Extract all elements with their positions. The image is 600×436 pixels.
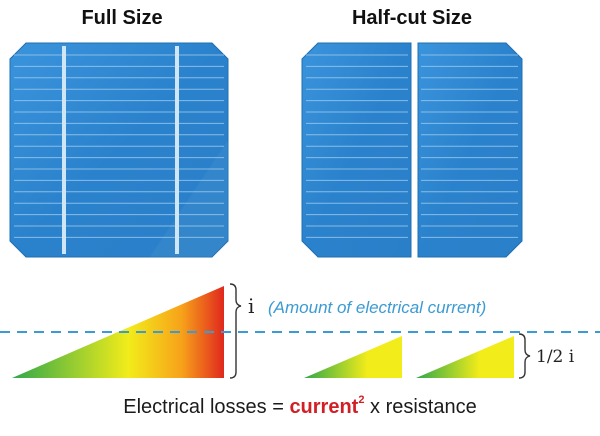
full-current-triangle	[12, 286, 224, 378]
half-current-triangle-left	[304, 336, 402, 378]
full-size-title: Full Size	[81, 7, 162, 29]
formula-prefix: Electrical losses =	[123, 396, 290, 418]
busbar-right	[175, 46, 179, 254]
current-brace	[229, 283, 242, 379]
current-i-label: i	[248, 294, 254, 318]
half-cut-size-title: Half-cut Size	[352, 7, 472, 29]
half-current-brace	[518, 333, 531, 379]
formula-exponent: 2	[358, 394, 365, 407]
half-current-triangle-right	[416, 336, 514, 378]
half-cut-cell-left	[301, 42, 412, 258]
full-size-cell	[9, 42, 229, 258]
formula-suffix: x resistance	[364, 396, 477, 418]
losses-formula: Electrical losses = current2 x resistanc…	[0, 394, 600, 419]
amount-note: (Amount of electrical current)	[268, 298, 486, 317]
half-current-label: 1/2 i	[536, 347, 575, 367]
formula-current: current	[289, 396, 359, 418]
busbar-left	[62, 46, 66, 254]
half-cut-cell-right	[417, 42, 523, 258]
